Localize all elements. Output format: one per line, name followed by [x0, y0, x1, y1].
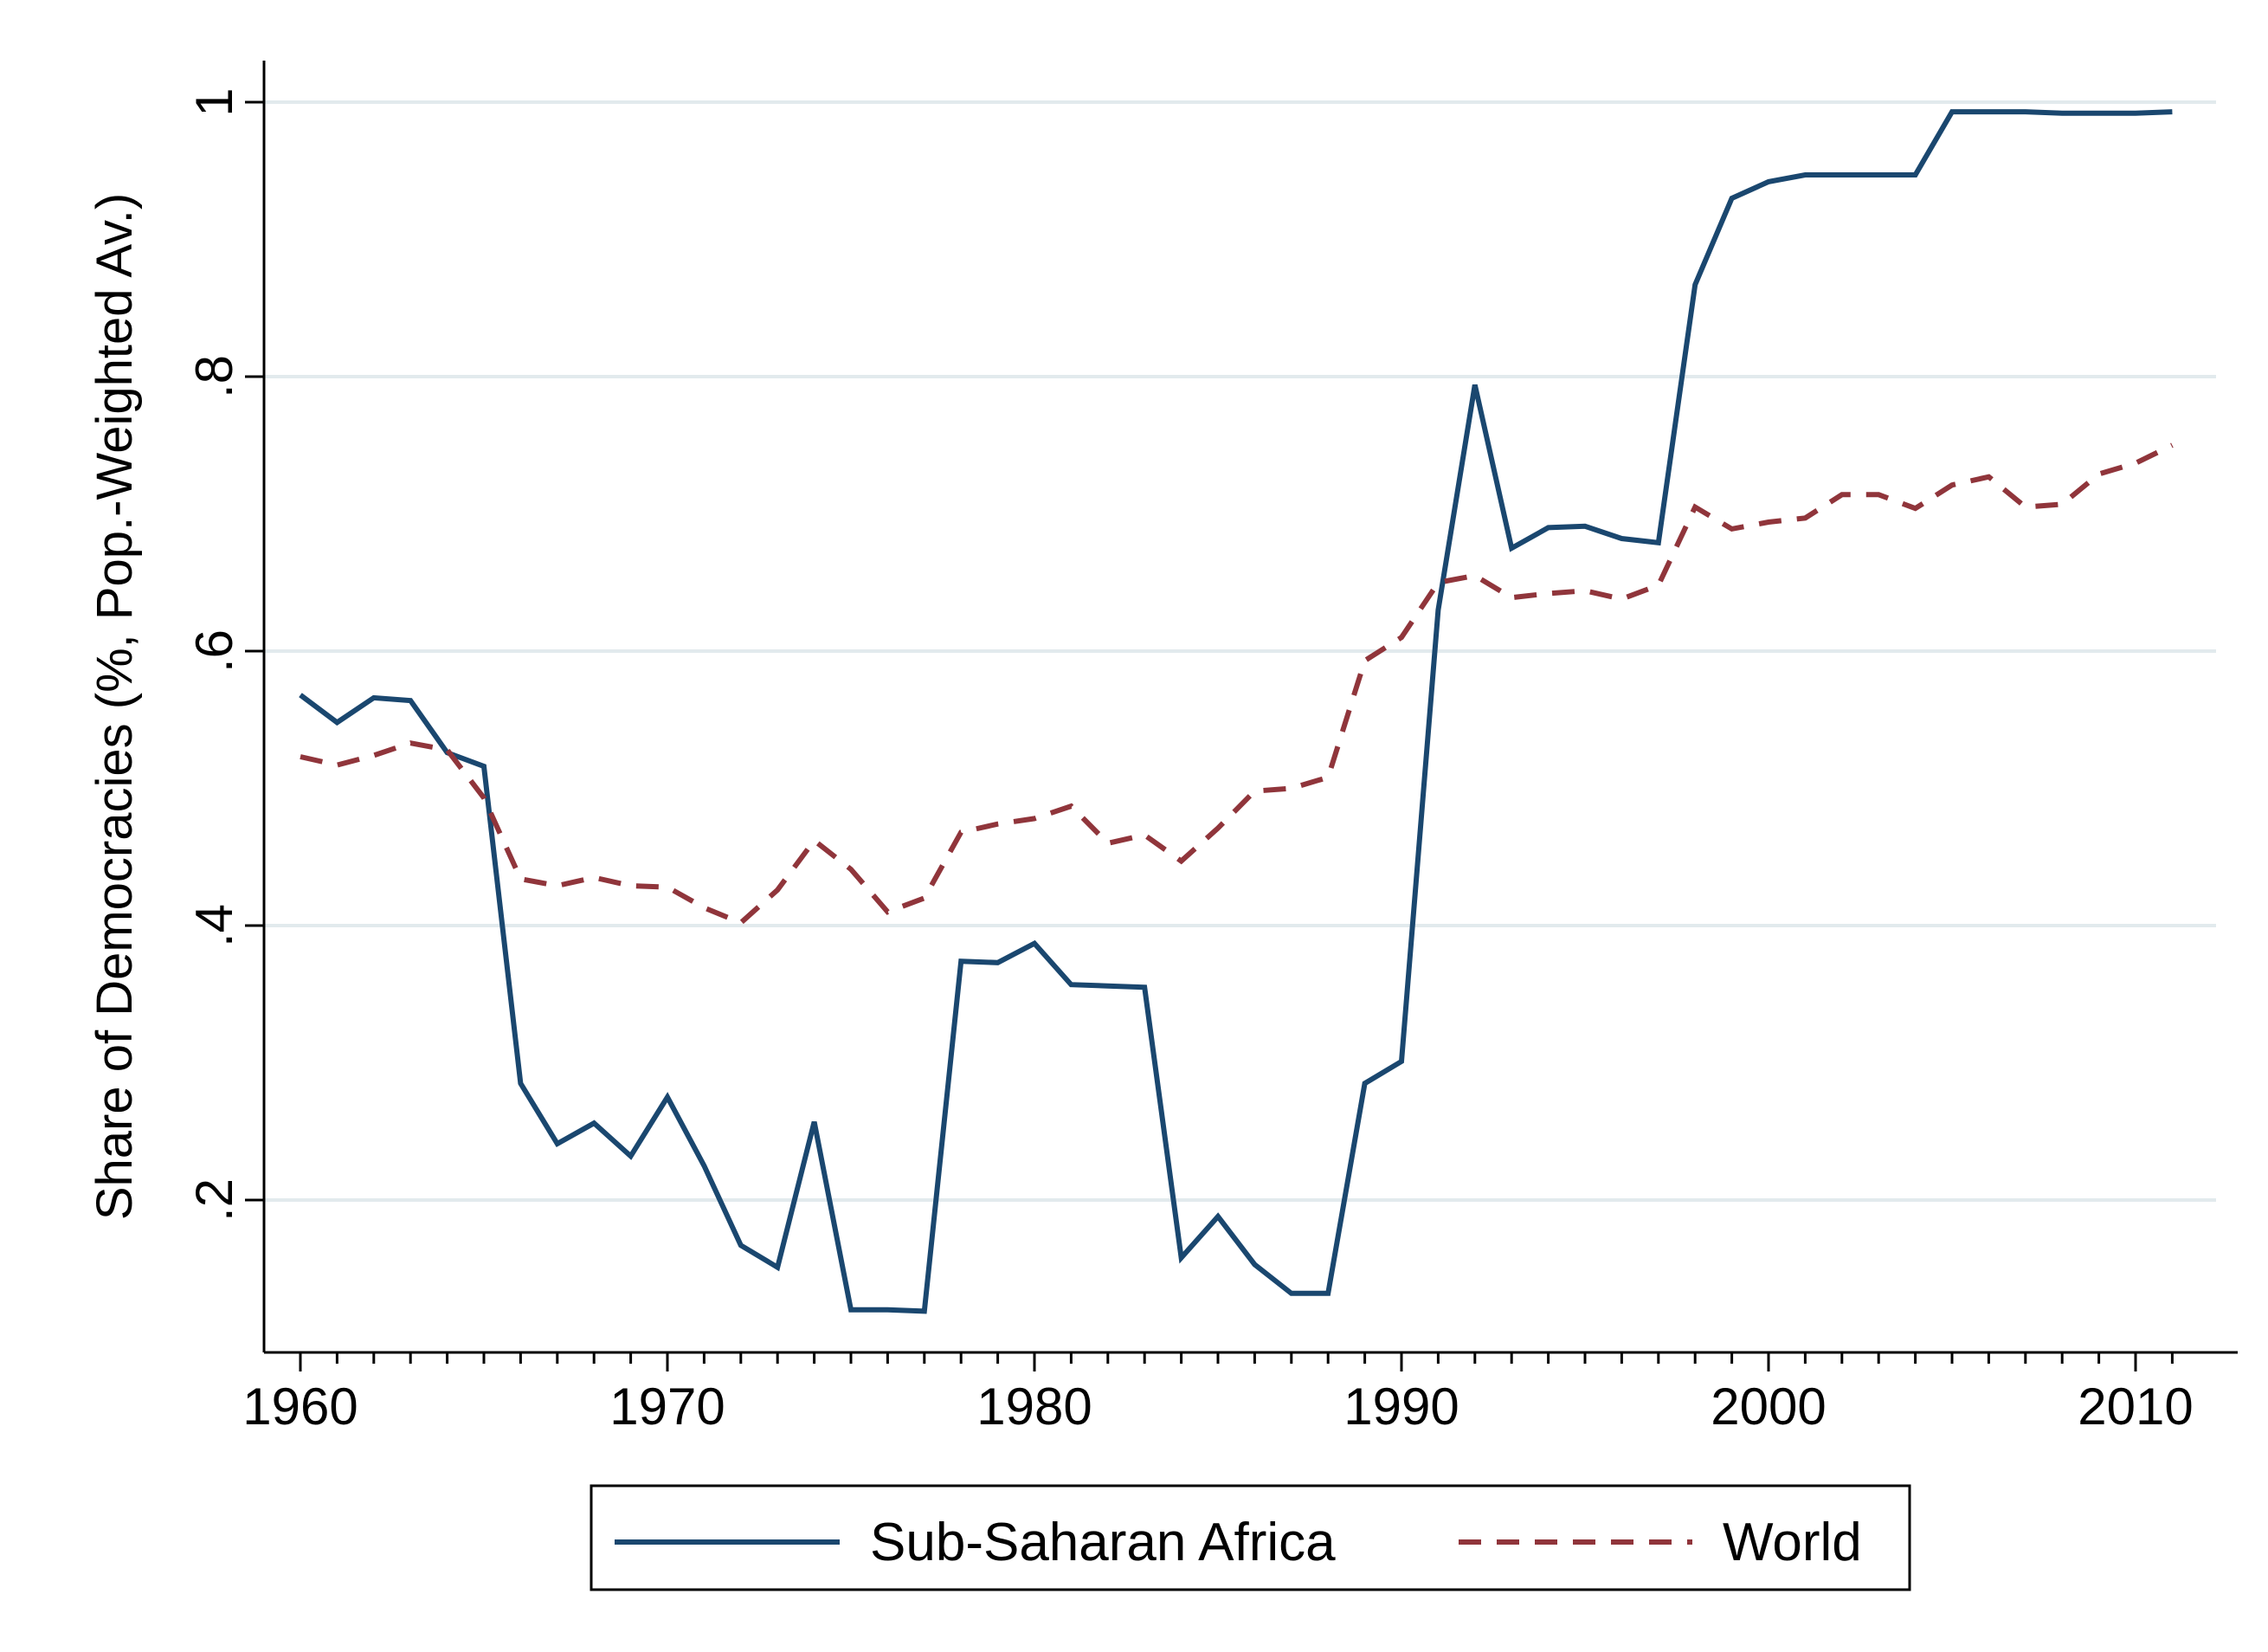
gridlines: [264, 100, 2216, 1202]
y-tick-label: .8: [185, 355, 243, 398]
y-tick-label: .4: [185, 904, 243, 947]
x-tick-label: 1970: [609, 1378, 725, 1436]
y-tick-label: .6: [185, 629, 243, 673]
legend-label-sub-saharan-africa: Sub-Saharan Africa: [870, 1513, 1336, 1572]
x-tick-label: 1990: [1343, 1378, 1459, 1436]
x-tick-label: 2010: [2078, 1378, 2193, 1436]
y-axis-title: Share of Democracies (%, Pop.-Weighted A…: [87, 193, 143, 1220]
series-line-world: [300, 442, 2174, 926]
x-tick-label: 2000: [1711, 1378, 1826, 1436]
y-tick-label: .2: [185, 1178, 243, 1222]
y-tick-label: 1: [185, 87, 243, 116]
legend-label-world: World: [1723, 1513, 1862, 1572]
tick-marks: [245, 100, 2174, 1371]
x-tick-label: 1980: [976, 1378, 1092, 1436]
x-tick-label: 1960: [242, 1378, 358, 1436]
tick-labels: .2 .4 .6 .8 1 1960 1970 1980 1990 2000 2010: [185, 87, 2194, 1436]
legend-box: [590, 1484, 1911, 1591]
legend: Sub-Saharan Africa World: [590, 1484, 1911, 1591]
series-lines: [299, 109, 2174, 1314]
series-line-sub-saharan-africa: [299, 109, 2173, 1314]
